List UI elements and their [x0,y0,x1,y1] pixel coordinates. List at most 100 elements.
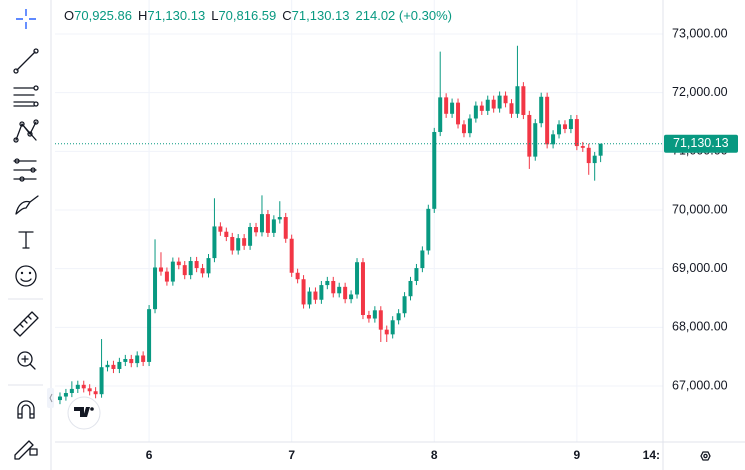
candle-body [515,86,520,114]
ruler-tool[interactable] [13,311,39,337]
candle-body [521,86,526,115]
candle-body [164,271,169,282]
legend-key: C [282,8,291,23]
candle-body [444,97,449,114]
candle-body [123,358,128,362]
candle-body [236,238,241,251]
candles [55,45,663,405]
emoji-tool[interactable] [15,265,37,287]
pattern-tool[interactable] [13,119,39,143]
y-tick-label: 72,000.00 [672,85,728,99]
candle-body [467,118,472,134]
legend-key: H [138,8,147,23]
candle-body [402,296,407,314]
candle-body [568,119,573,130]
candle-body [580,146,585,148]
candle-body [366,315,371,319]
fib-tool[interactable] [13,85,39,107]
legend-value: 70,816.59 [218,8,276,23]
candle-body [586,147,591,164]
candle-body [319,285,324,300]
ohlc-text: O70,925.86 H71,130.13 L70,816.59 C71,130.13… [64,8,452,23]
candle-body [527,114,532,157]
candle-body [206,258,211,274]
x-tick-label: 14: [643,448,660,462]
legend-change: 214.02 (+0.30%) [356,8,452,23]
candle-body [301,279,306,305]
candle-body [461,124,466,134]
candle-body [69,388,74,394]
candle-body [200,268,205,274]
candle-body [141,355,146,362]
candle-body [450,102,455,114]
candle-body [254,227,259,233]
candle-body [147,309,152,362]
candle-body [438,97,443,132]
candle-body [194,261,199,269]
candle-body [75,384,80,389]
candle-body [289,238,294,273]
candle-body [176,261,181,266]
candle-body [355,262,360,295]
candle-body [182,265,187,276]
y-tick-label: 73,000.00 [672,26,728,40]
crosshair-tool[interactable] [16,9,36,29]
candle-body [87,388,92,392]
settings-icon[interactable] [700,451,711,461]
candle-body [271,219,276,233]
candle-body [503,95,508,104]
candle-body [117,361,122,369]
magnet-tool[interactable] [17,400,35,419]
candle-body [562,124,567,130]
legend-value: 70,925.86 [74,8,132,23]
candle-body [313,291,318,300]
candle-body [533,123,538,157]
candle-body [265,214,270,233]
candle-body [432,131,437,209]
y-tick-label: 68,000.00 [672,320,728,334]
candle-body [414,268,419,281]
candle-body [230,236,235,251]
candle-body [212,226,217,259]
candle-body [331,280,336,294]
lock-draw-tool[interactable] [14,440,38,460]
candle-body [158,267,163,272]
text-tool[interactable] [18,231,34,249]
projection-tool[interactable] [13,158,37,182]
candle-body [188,261,193,276]
candle-body [574,119,579,147]
candle-body [99,367,104,395]
candle-body [592,155,597,164]
x-tick-label: 8 [431,448,438,462]
candle-body [473,105,478,119]
candle-body [325,280,330,286]
candle-body [307,291,312,305]
toolbar [8,9,711,461]
candle-body [349,294,354,300]
legend-value: 71,130.13 [147,8,205,23]
candle-body [277,217,282,220]
candle-body [295,272,300,280]
x-tick-label: 9 [574,448,581,462]
candle-body [105,364,110,368]
candle-body [170,261,175,282]
candle-body [485,99,490,111]
candle-body [343,286,348,300]
brush-tool[interactable] [15,195,39,215]
candle-body [426,208,431,251]
axes: 67,000.0068,000.0069,000.0070,000.0071,0… [146,26,738,462]
candle-body [224,231,229,237]
y-tick-label: 67,000.00 [672,378,728,392]
zoom-tool[interactable] [17,351,36,370]
candle-body [497,95,502,109]
candle-body [420,250,425,269]
logo[interactable] [67,396,101,430]
candle-body [259,214,264,233]
candle-body [396,313,401,321]
candle-body [63,393,68,397]
y-tick-label: 69,000.00 [672,261,728,275]
trendline-tool[interactable] [13,48,39,74]
legend-key: L [211,8,218,23]
collapse-handle[interactable] [47,388,54,408]
